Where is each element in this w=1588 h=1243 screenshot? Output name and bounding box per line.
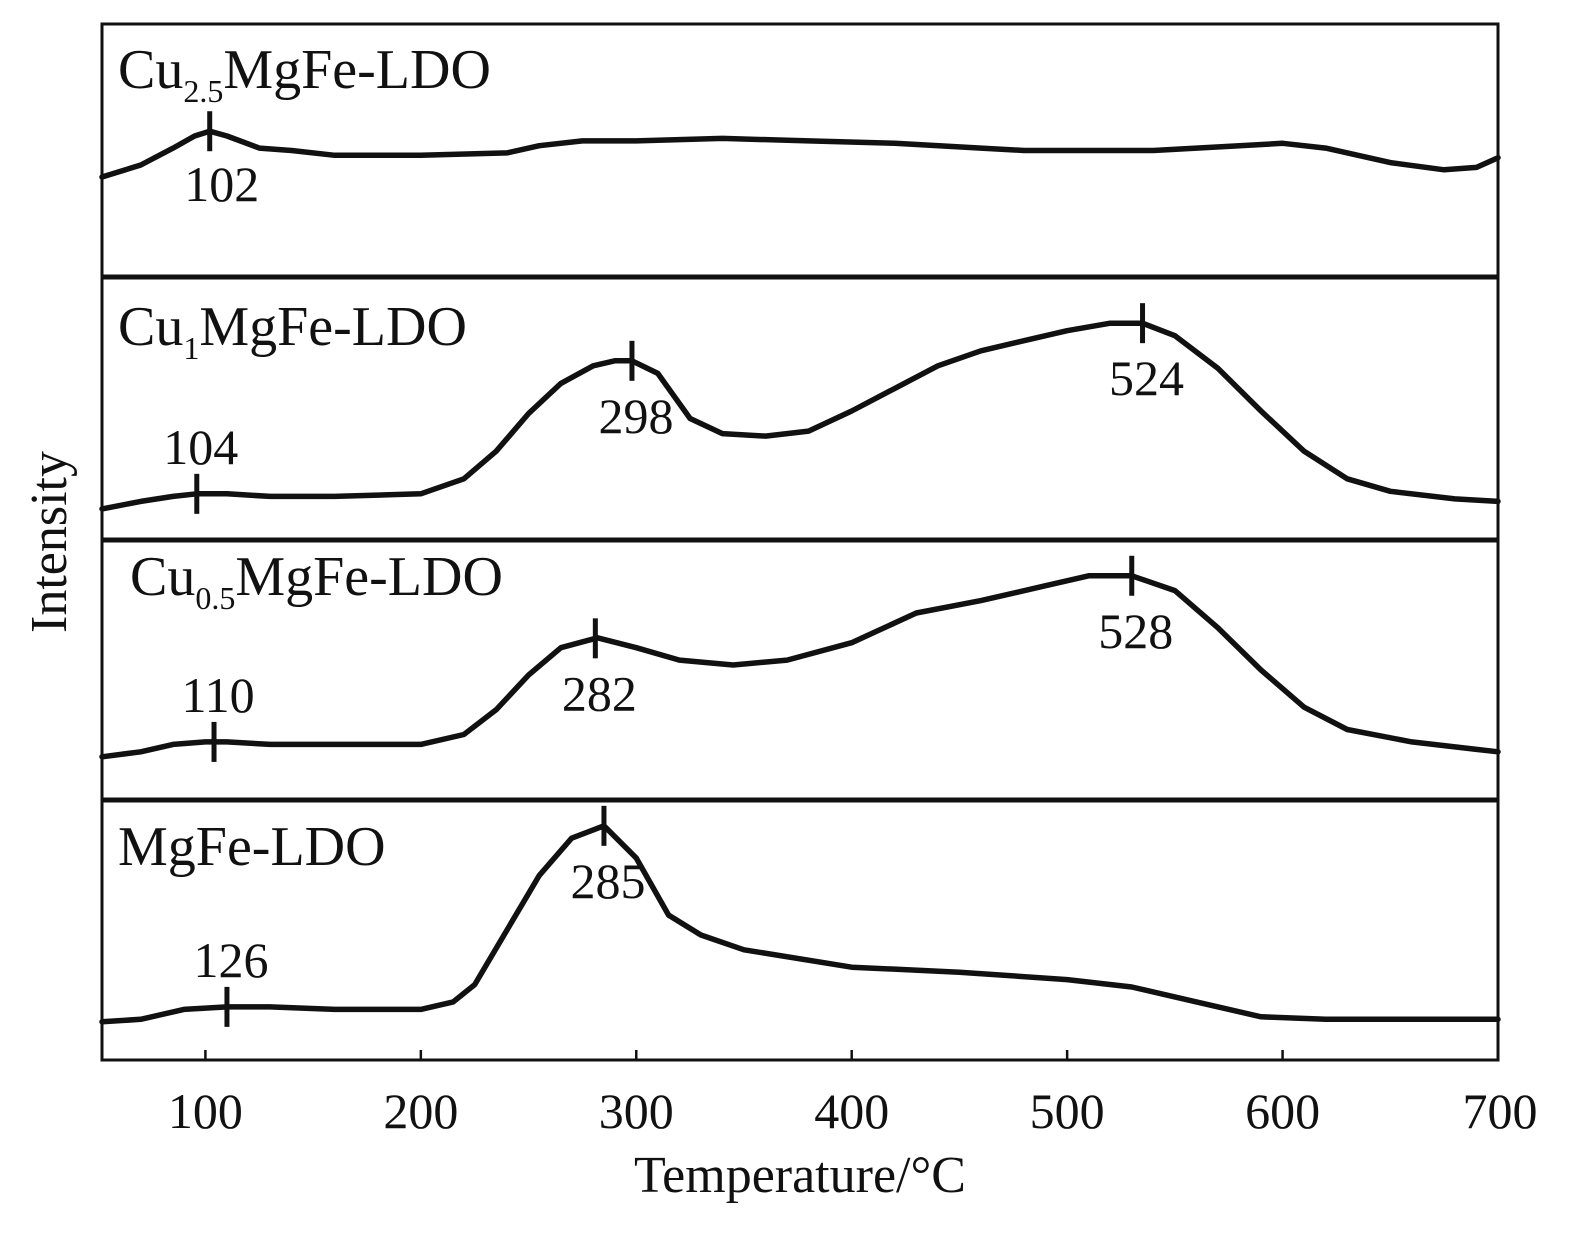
peak-label-1-1: 102 <box>184 156 259 212</box>
series-line-panel-1 <box>99 128 1501 180</box>
series-line-panel-2 <box>99 320 1501 512</box>
panel-4: MgFe-LDO 126 285 <box>99 805 1501 1027</box>
x-tick-label-300: 300 <box>599 1083 674 1139</box>
peak-label-3-2: 282 <box>562 665 637 721</box>
stacked-panels: Cu2.5MgFe-LDO 102 Cu1MgFe-LDO 104 298 524 Cu0.… <box>99 39 1501 1027</box>
peak-label-3-3: 528 <box>1098 603 1173 659</box>
x-tick-label-400: 400 <box>814 1083 889 1139</box>
panel-label-2: Cu1MgFe-LDO <box>118 296 467 366</box>
x-tick-label-100: 100 <box>168 1083 243 1139</box>
series-line-panel-4 <box>99 823 1501 1025</box>
peak-label-4-1: 126 <box>193 932 268 988</box>
peak-label-2-1: 104 <box>163 419 238 475</box>
panel-3: Cu0.5MgFe-LDO 110 282 528 <box>99 546 1501 762</box>
series-line-panel-3 <box>99 573 1501 760</box>
peak-label-2-3: 524 <box>1109 350 1184 406</box>
panel-label-4: MgFe-LDO <box>118 816 386 878</box>
y-axis-label: Intensity <box>21 451 78 633</box>
peak-label-3-1: 110 <box>181 667 254 723</box>
x-tick-label-200: 200 <box>383 1083 458 1139</box>
peak-label-4-2: 285 <box>570 853 645 909</box>
x-tick-label-700: 700 <box>1463 1083 1538 1139</box>
panel-label-3: Cu0.5MgFe-LDO <box>130 546 503 616</box>
panel-1: Cu2.5MgFe-LDO 102 <box>99 39 1501 212</box>
panel-2: Cu1MgFe-LDO 104 298 524 <box>99 296 1501 514</box>
x-tick-label-600: 600 <box>1245 1083 1320 1139</box>
x-tick-label-500: 500 <box>1030 1083 1105 1139</box>
peak-label-2-2: 298 <box>598 388 673 444</box>
panel-label-1: Cu2.5MgFe-LDO <box>118 39 491 109</box>
x-axis: 100 200 300 400 500 600 700 <box>168 1050 1538 1139</box>
x-axis-label: Temperature/°C <box>634 1147 966 1204</box>
panel-dividers <box>102 274 1498 803</box>
